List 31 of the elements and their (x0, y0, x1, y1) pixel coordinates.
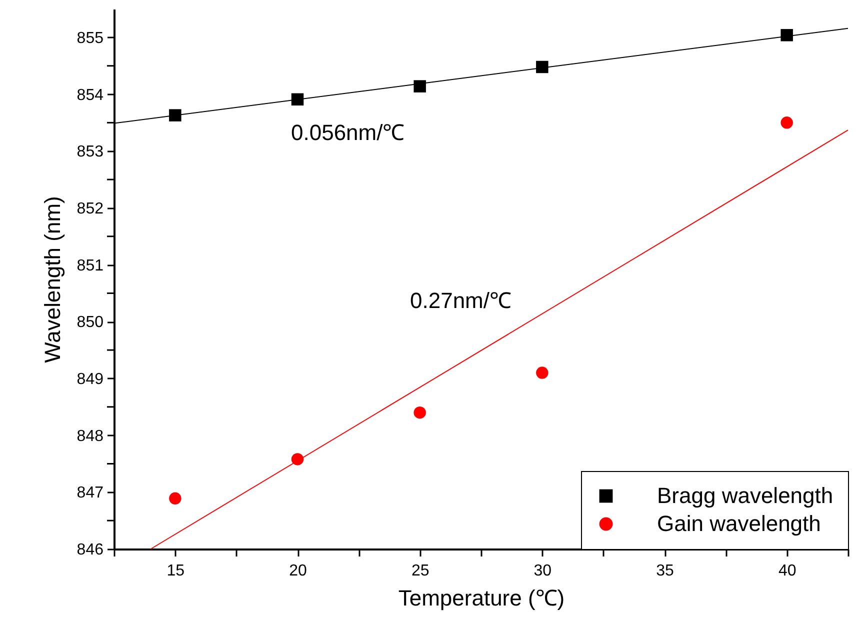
point (780, 29, 793, 42)
point (414, 406, 426, 419)
y-tick-label: 846 (76, 542, 104, 558)
x-tick-label: 35 (656, 562, 674, 580)
point (291, 453, 304, 466)
point (169, 109, 182, 122)
point (536, 60, 548, 74)
x-tick-label: 20 (289, 562, 307, 580)
annotation: 0.27nm/℃ (410, 288, 512, 313)
y-tick-label: 855 (76, 30, 104, 47)
x-axis-title: Temperature (℃) (398, 586, 565, 610)
y-tick-label: 847 (76, 484, 104, 502)
y-axis-title: Wavelength (nm) (40, 196, 65, 363)
y-tick-label: 848 (76, 428, 104, 445)
y-tick-label: 850 (76, 314, 104, 332)
x-tick-label: 25 (411, 562, 430, 580)
x-tick-label: 30 (534, 562, 552, 580)
legend-label: Bragg wavelength (657, 483, 834, 508)
x-tick-label: 40 (778, 562, 796, 580)
point (780, 116, 793, 129)
y-tick-label: 854 (76, 86, 104, 104)
point (169, 492, 182, 505)
point (414, 80, 426, 92)
annotation: 0.056nm/℃ (291, 120, 405, 145)
y-tick-label: 851 (76, 257, 104, 274)
y-tick-label: 852 (76, 200, 104, 218)
y-tick-label: 853 (76, 144, 104, 161)
legend-label: Gain wavelength (657, 511, 821, 536)
point (536, 366, 548, 379)
x-tick-label: 15 (166, 562, 185, 580)
y-tick-label: 849 (76, 370, 104, 388)
